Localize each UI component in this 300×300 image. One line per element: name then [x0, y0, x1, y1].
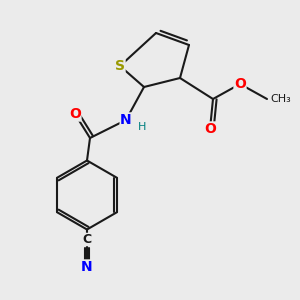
Text: O: O: [204, 122, 216, 136]
Text: O: O: [69, 107, 81, 121]
Text: CH₃: CH₃: [270, 94, 291, 104]
Text: C: C: [82, 233, 91, 246]
Text: S: S: [115, 59, 125, 73]
Text: O: O: [234, 77, 246, 91]
Text: N: N: [120, 113, 132, 127]
Text: N: N: [81, 260, 93, 274]
Text: H: H: [138, 122, 147, 133]
